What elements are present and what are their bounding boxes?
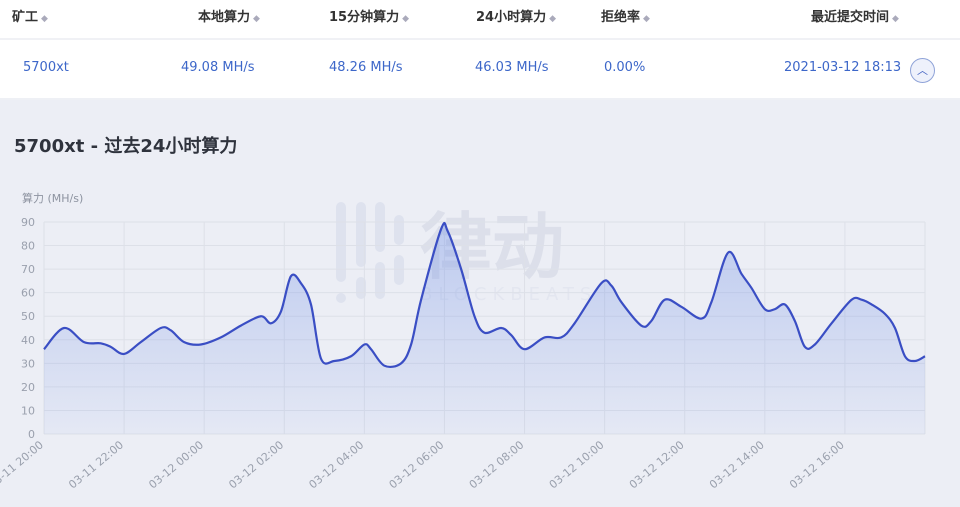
x-tick-label: 03-11 20:00: [0, 438, 46, 491]
y-axis-label: 算力 (MH/s): [22, 191, 83, 205]
col-header-reject-rate[interactable]: 拒绝率 ◆: [601, 0, 650, 38]
col-label: 15分钟算力: [329, 10, 400, 25]
divider: [0, 38, 960, 40]
col-header-15min-hashrate[interactable]: 15分钟算力 ◆: [329, 0, 409, 38]
x-tick-label: 03-12 06:00: [387, 438, 447, 491]
collapse-row-button[interactable]: ︿: [910, 58, 935, 83]
y-tick-label: 30: [21, 357, 35, 370]
x-tick-label: 03-12 16:00: [787, 438, 847, 491]
x-tick-label: 03-12 04:00: [306, 438, 366, 491]
hashrate-line: [43, 221, 926, 369]
col-header-local-hashrate[interactable]: 本地算力 ◆: [198, 0, 260, 38]
x-tick-label: 03-11 22:00: [66, 438, 126, 491]
chevron-up-icon: ︿: [917, 64, 928, 77]
col-header-last-submit[interactable]: 最近提交时间 ◆: [811, 0, 899, 38]
miner-name-link[interactable]: 5700xt: [23, 60, 69, 75]
sort-caret-icon: ◆: [41, 14, 48, 24]
col-header-24h-hashrate[interactable]: 24小时算力 ◆: [476, 0, 556, 38]
sort-caret-icon: ◆: [643, 14, 650, 24]
sort-caret-icon: ◆: [892, 14, 899, 24]
x-tick-label: 03-12 12:00: [627, 438, 687, 491]
area-fill: [44, 223, 925, 434]
sort-caret-icon: ◆: [549, 14, 557, 24]
y-tick-label: 60: [21, 287, 35, 300]
y-tick-label: 20: [21, 381, 35, 394]
col-label: 24小时算力: [476, 10, 547, 25]
x-tick-label: 03-12 10:00: [547, 438, 607, 491]
hashrate-chart: 律动 BLOCKBEATS 算力 (MH/s) 0102030405060708…: [0, 191, 926, 491]
y-tick-label: 0: [28, 428, 35, 441]
reject-rate: 0.00%: [604, 60, 646, 75]
y-tick-label: 10: [21, 404, 35, 417]
x-tick-label: 03-12 08:00: [467, 438, 527, 491]
section-title: 5700xt - 过去24小时算力: [14, 136, 238, 157]
col-label: 本地算力: [198, 10, 251, 25]
x-tick-label: 03-12 14:00: [707, 438, 767, 491]
last-submit-time: 2021-03-12 18:13: [784, 60, 902, 75]
24h-hashrate: 46.03 MH/s: [475, 60, 549, 75]
divider: [0, 98, 960, 100]
col-label: 矿工: [12, 10, 39, 25]
y-tick-label: 40: [21, 334, 35, 347]
y-tick-label: 70: [21, 263, 35, 276]
15min-hashrate: 48.26 MH/s: [329, 60, 403, 75]
y-tick-label: 90: [21, 216, 35, 229]
y-tick-label: 50: [21, 310, 35, 323]
col-label: 最近提交时间: [811, 10, 890, 25]
miner-table: 矿工 ◆ 本地算力 ◆ 15分钟算力 ◆ 24小时算力 ◆ 拒绝率 ◆ 最近提交时间 ◆ 5…: [0, 0, 960, 100]
x-tick-label: 03-12 02:00: [226, 438, 286, 491]
sort-caret-icon: ◆: [253, 14, 260, 24]
col-header-miner[interactable]: 矿工 ◆: [12, 0, 48, 38]
local-hashrate: 49.08 MH/s: [181, 60, 255, 75]
col-label: 拒绝率: [601, 10, 641, 25]
x-tick-label: 03-12 00:00: [146, 438, 206, 491]
y-tick-label: 80: [21, 240, 35, 253]
sort-caret-icon: ◆: [402, 14, 410, 24]
